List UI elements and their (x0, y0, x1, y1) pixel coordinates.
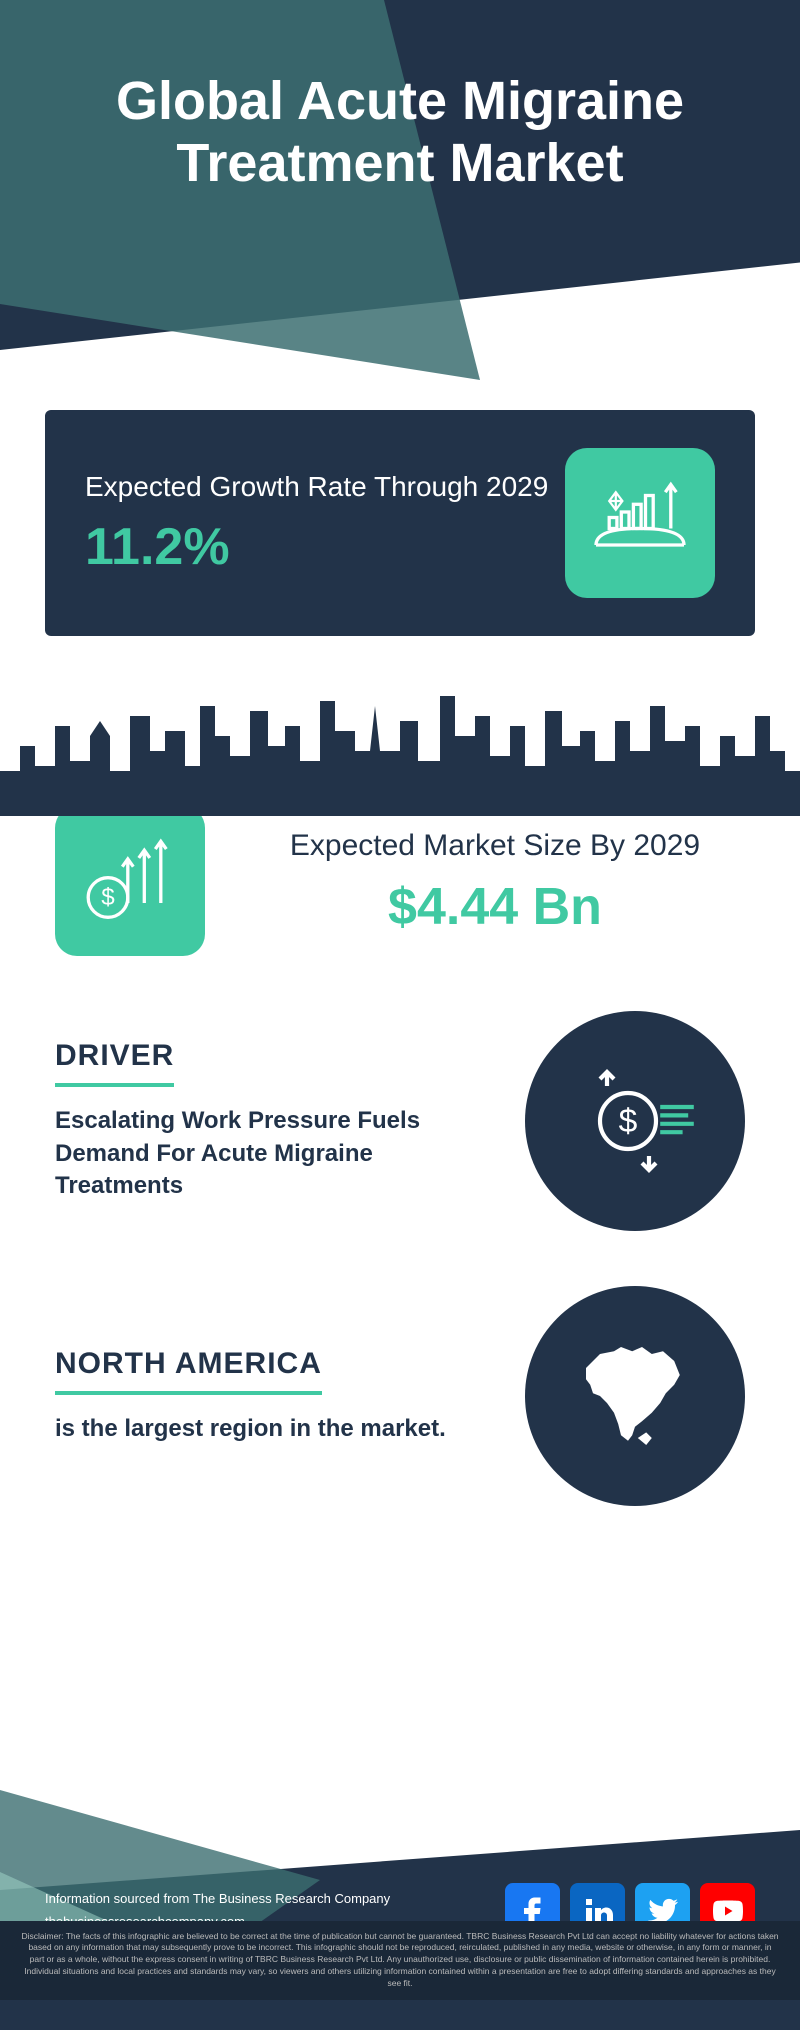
growth-chart-icon (565, 448, 715, 598)
market-size-section: $ Expected Market Size By 2029 $4.44 Bn (0, 806, 800, 956)
driver-section: DRIVER Escalating Work Pressure Fuels De… (0, 1011, 800, 1231)
driver-body: Escalating Work Pressure Fuels Demand Fo… (55, 1105, 495, 1202)
dollar-growth-icon: $ (55, 806, 205, 956)
region-body: is the largest region in the market. (55, 1413, 495, 1445)
region-section: NORTH AMERICA is the largest region in t… (0, 1286, 800, 1506)
source-line1: Information sourced from The Business Re… (45, 1888, 390, 1910)
svg-text:$: $ (619, 1103, 638, 1140)
growth-value: 11.2% (85, 517, 548, 577)
market-size-value: $4.44 Bn (245, 877, 745, 937)
growth-label: Expected Growth Rate Through 2029 (85, 469, 548, 505)
header-banner: Global Acute Migraine Treatment Market (0, 0, 800, 380)
region-title: NORTH AMERICA (55, 1347, 322, 1395)
page-title: Global Acute Migraine Treatment Market (0, 70, 800, 194)
skyline-decoration (0, 676, 800, 816)
driver-title: DRIVER (55, 1039, 174, 1087)
currency-exchange-icon: $ (525, 1011, 745, 1231)
disclaimer-text: Disclaimer: The facts of this infographi… (0, 1921, 800, 2000)
market-size-label: Expected Market Size By 2029 (245, 826, 745, 865)
growth-rate-card: Expected Growth Rate Through 2029 11.2% (45, 410, 755, 636)
north-america-map-icon (525, 1286, 745, 1506)
svg-text:$: $ (101, 884, 115, 911)
footer: Information sourced from The Business Re… (0, 1820, 800, 2000)
